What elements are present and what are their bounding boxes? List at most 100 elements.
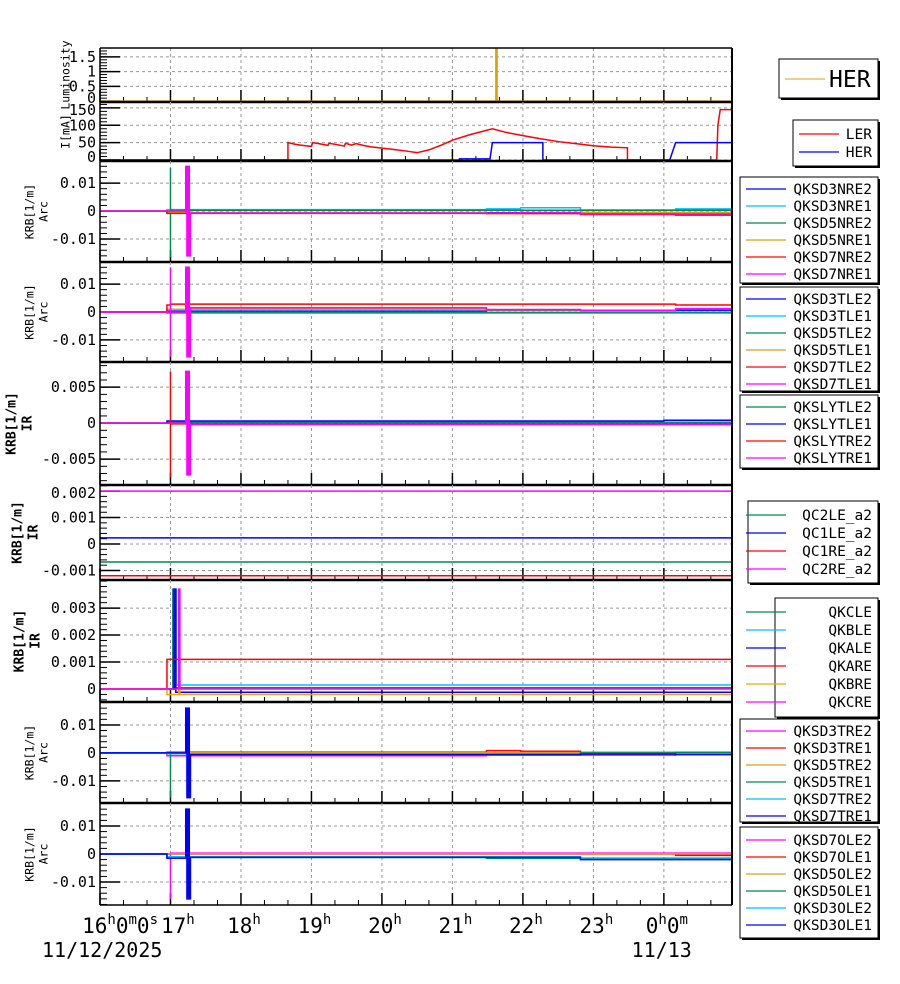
- x-tick-unit: h: [464, 912, 472, 928]
- legend-box: [739, 718, 879, 823]
- date-label: 11/12/2025: [42, 938, 162, 962]
- legend-label: QKSD5TLE2: [793, 326, 872, 342]
- y-tick-label: 150: [69, 101, 96, 119]
- y-tick-label: 0: [87, 744, 96, 762]
- y-tick-label: 100: [69, 116, 96, 134]
- x-tick-value: 21: [439, 914, 464, 938]
- x-tick-unit: m: [680, 912, 688, 928]
- legend-label: QKSLYTRE2: [793, 434, 872, 450]
- panel-3: -0.01 0 0.01 KRB[1/m] Arc: [23, 161, 733, 264]
- y-tick-label: 0: [87, 535, 96, 553]
- y-tick-label: -0.01: [51, 873, 96, 891]
- x-tick-unit: h: [658, 912, 666, 928]
- legend-box: [739, 286, 879, 392]
- x-tick-unit: h: [107, 912, 115, 928]
- x-axis-labels: 16h0m0s 17h 18h 19h 20h 21h 22h 23h 0h0m11/12/20…: [42, 912, 692, 962]
- y-tick-label: 0: [87, 414, 96, 432]
- y-tick-label: 0: [87, 89, 96, 107]
- legend-box: [792, 119, 879, 167]
- x-tick-value: 0: [667, 914, 680, 938]
- x-tick-label: 18h: [227, 912, 261, 938]
- y-tick-label: 0: [87, 680, 96, 698]
- x-tick-label: 17h: [161, 912, 195, 938]
- legend-label: QKSD5TRE2: [793, 758, 872, 774]
- y-tick-label: 0.01: [60, 817, 96, 835]
- x-tick-value: 20: [368, 914, 393, 938]
- series-line-qksd7nre1: [100, 165, 732, 257]
- legend-box: [739, 826, 879, 939]
- y-tick-label: -0.01: [51, 331, 96, 349]
- series-line-qksd7tle1: [100, 266, 732, 358]
- series-line-qkslytre1: [100, 370, 732, 476]
- y-axis-label: Arc: [37, 742, 51, 763]
- y-tick-label: 0: [87, 845, 96, 863]
- legend-panel-6: QC2LE_a2 QC1LE_a2 QC1RE_a2 QC2RE_a2: [746, 500, 880, 585]
- y-axis-label: Arc: [37, 201, 51, 222]
- y-axis-label: Arc: [37, 844, 51, 865]
- legend-label: QKBRE: [828, 677, 872, 693]
- panel-4: -0.01 0 0.01 KRB[1/m] Arc: [23, 262, 733, 364]
- y-axis-label: KRB[1/m]: [23, 826, 37, 881]
- legend-box: [774, 597, 879, 718]
- series-group: [100, 370, 732, 478]
- legend-panel-2: LER HER: [792, 119, 880, 168]
- legend-label: QKSD7TLE2: [793, 360, 872, 376]
- legend-label: QKSD7OLE2: [793, 833, 872, 849]
- x-tick-unit: h: [393, 912, 401, 928]
- legend-label: QKSD3TRE2: [793, 724, 872, 740]
- legend-label: QKSD3TRE1: [793, 741, 872, 757]
- series-group: [100, 490, 732, 577]
- legend-label: QC2LE_a2: [802, 508, 872, 524]
- x-tick-label: 23h: [580, 912, 614, 938]
- legend-label: QKSD3OLE1: [793, 918, 872, 934]
- y-axis-label: I[mA]: [59, 114, 73, 149]
- legend-label: QKSD3NRE1: [793, 199, 872, 215]
- series-group: [100, 108, 732, 161]
- y-axis-label: KRB[1/m]: [13, 610, 28, 673]
- x-tick-label: 19h: [298, 912, 332, 938]
- series-line-qkcre: [100, 588, 732, 690]
- panel-5: -0.005 0 0.005 KRB[1/m] IR: [5, 362, 733, 487]
- x-tick-label: 0h0m: [646, 912, 688, 938]
- x-tick-unit: h: [534, 912, 542, 928]
- legend-label: QKSD7NRE1: [793, 267, 872, 283]
- series-line-her: [100, 48, 732, 102]
- y-tick-label: 0: [87, 148, 96, 166]
- y-tick-label: 0: [87, 303, 96, 321]
- y-tick-label: 0.01: [60, 275, 96, 293]
- y-tick-label: 0.01: [60, 174, 96, 192]
- legend-label: QKSD3OLE2: [793, 901, 872, 917]
- legend-label: QKSD5TRE1: [793, 775, 872, 791]
- legend-label: QKARE: [828, 659, 872, 675]
- x-tick-value: 16: [82, 914, 107, 938]
- legend-label: HER: [829, 67, 871, 93]
- legend-label: QKSLYTLE1: [793, 417, 872, 433]
- panel-6: -0.001 0 0.001 0.002 KRB[1/m] IR: [11, 484, 733, 582]
- date-label: 11/13: [632, 938, 692, 962]
- legend-label: QKSD7OLE1: [793, 850, 872, 866]
- legend-panel-3: QKSD3NRE2QKSD3NRE1QKSD5NRE2QKSD5NRE1QKSD…: [739, 176, 880, 285]
- y-tick-label: 1.5: [69, 48, 96, 66]
- y-axis-label: KRB[1/m]: [11, 501, 26, 564]
- legend-label: HER: [846, 145, 872, 161]
- y-tick-label: 1: [87, 63, 96, 81]
- series-line-her: [100, 141, 732, 161]
- y-tick-label: 0.005: [51, 378, 96, 396]
- series-group: [100, 588, 732, 696]
- y-tick-label: 50: [78, 134, 96, 152]
- legend-label: QKCLE: [828, 605, 872, 621]
- legend-panel-8: QKSD3TRE2QKSD3TRE1QKSD5TRE2QKSD5TRE1QKSD…: [739, 718, 880, 825]
- x-tick-unit: h: [186, 912, 194, 928]
- y-axis-label: KRB[1/m]: [23, 725, 37, 780]
- series-line-qksd3ole1: [100, 808, 732, 900]
- panel-7: 0 0.001 0.002 0.003 KRB[1/m] IR: [13, 580, 733, 704]
- y-axis-label: KRB[1/m]: [23, 284, 37, 339]
- x-tick-value: 23: [580, 914, 605, 938]
- legend-label: QKSD5NRE1: [793, 233, 872, 249]
- y-tick-label: 0: [87, 202, 96, 220]
- series-group: [100, 808, 732, 900]
- y-axis-label: IR: [27, 525, 42, 541]
- y-axis-label: KRB[1/m]: [5, 392, 20, 455]
